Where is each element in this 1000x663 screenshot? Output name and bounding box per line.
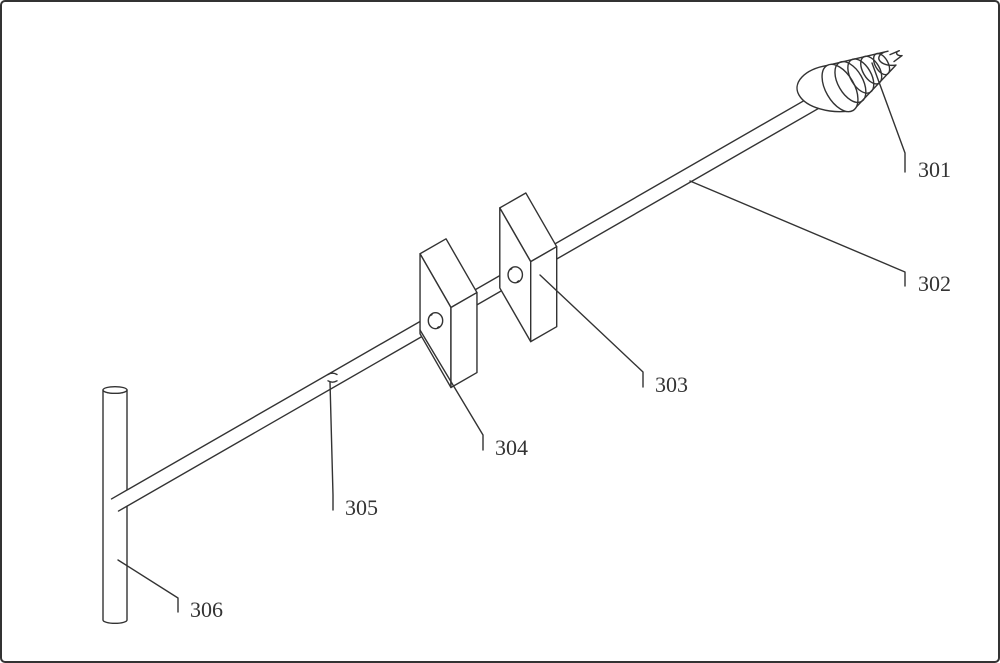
- label-text-304: 304: [495, 435, 528, 460]
- block-304: [420, 239, 477, 388]
- block-303: [500, 193, 557, 342]
- label-text-303: 303: [655, 372, 688, 397]
- label-302: 302: [690, 181, 951, 296]
- label-text-305: 305: [345, 495, 378, 520]
- label-301: 301: [872, 63, 951, 182]
- label-305: 305: [330, 382, 378, 520]
- label-303: 303: [540, 275, 688, 397]
- label-text-306: 306: [190, 597, 223, 622]
- label-306: 306: [118, 560, 223, 622]
- label-text-302: 302: [918, 271, 951, 296]
- labels-layer: 301 302 303 304 305 306: [118, 63, 951, 622]
- label-text-301: 301: [918, 157, 951, 182]
